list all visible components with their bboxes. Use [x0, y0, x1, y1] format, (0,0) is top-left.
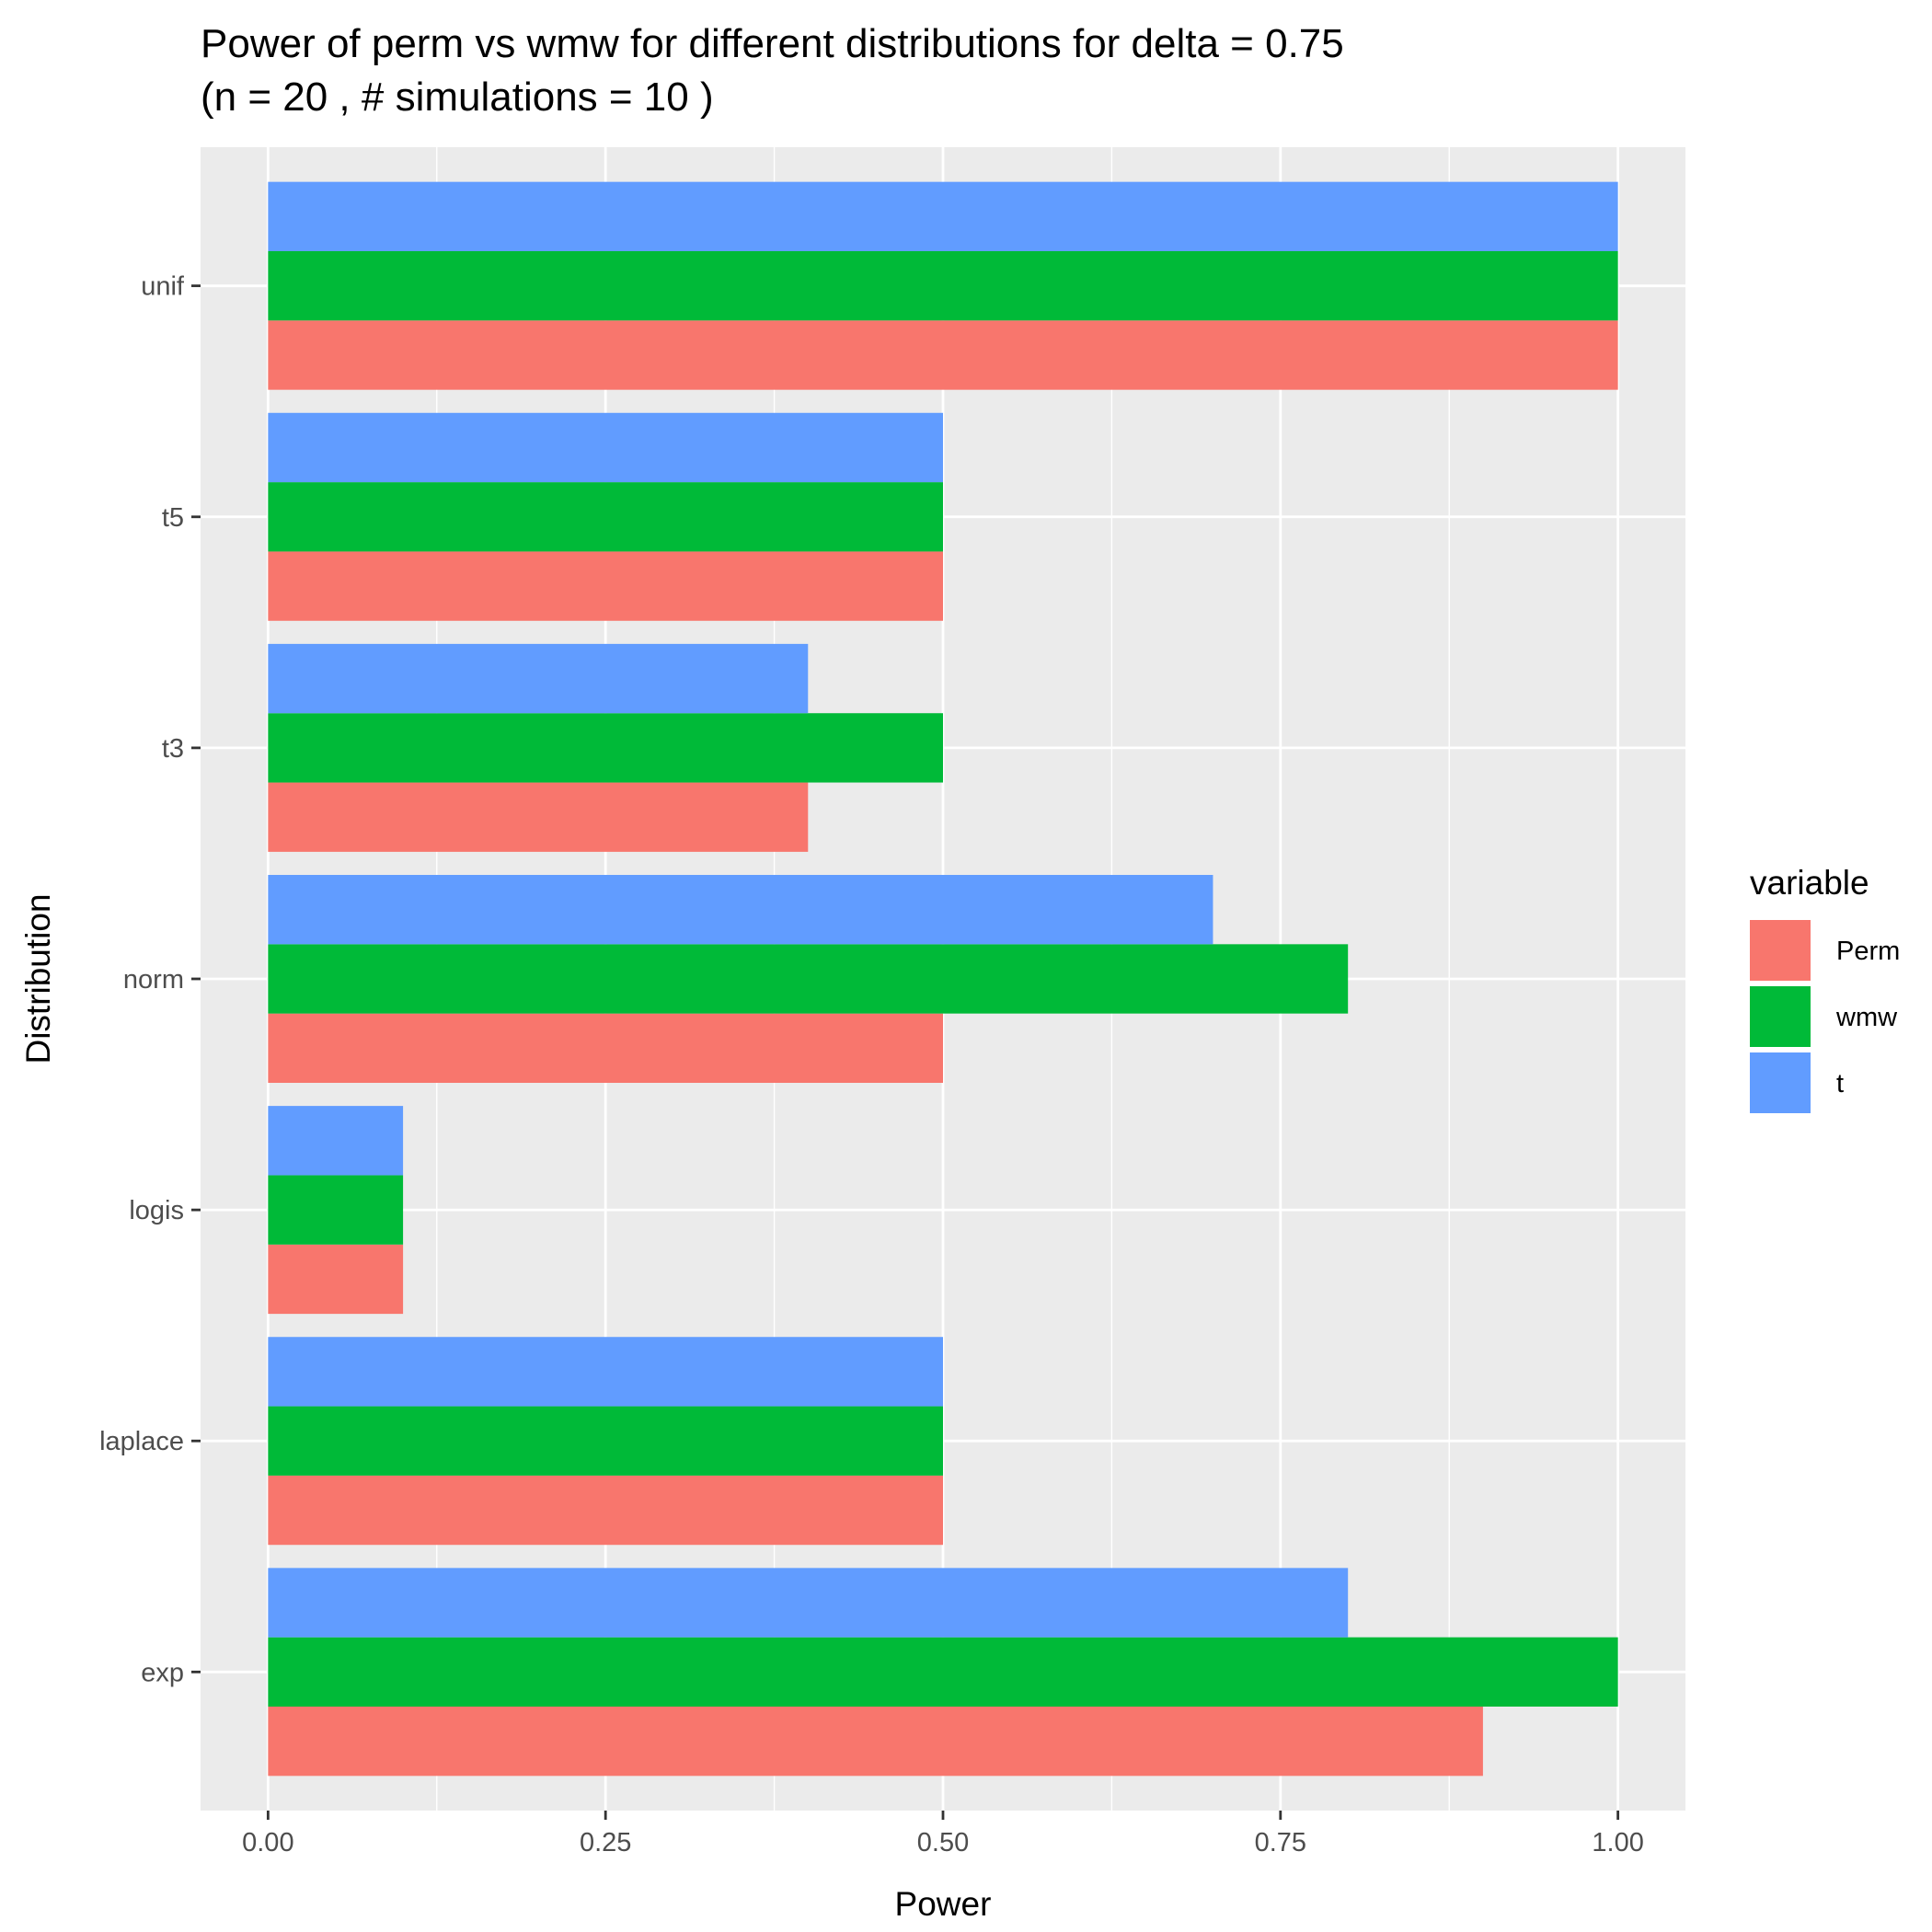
- bar-logis-t: [268, 1106, 404, 1176]
- y-tick-label: t3: [162, 734, 184, 764]
- x-axis: 0.00 0.25 0.50 0.75 1.00: [242, 1811, 1644, 1857]
- bar-logis-perm: [268, 1244, 404, 1315]
- bar-exp-perm: [268, 1707, 1483, 1777]
- y-tick-label: laplace: [99, 1427, 184, 1456]
- legend-label-wmw: wmw: [1835, 1003, 1898, 1032]
- bar-logis-wmw: [268, 1175, 404, 1245]
- bar-laplace-perm: [268, 1475, 943, 1546]
- chart-title-line-1: Power of perm vs wmw for different distr…: [201, 21, 1344, 66]
- bar-norm-wmw: [268, 944, 1349, 1014]
- bar-t3-wmw: [268, 713, 943, 783]
- x-axis-title: Power: [895, 1885, 992, 1923]
- y-axis: unif t5 t3 norm logis laplace exp: [99, 272, 201, 1687]
- legend-label-t: t: [1836, 1069, 1844, 1098]
- legend-items: Perm wmw t: [1750, 920, 1900, 1113]
- x-tick-label: 1.00: [1592, 1828, 1643, 1857]
- x-tick-label: 0.75: [1255, 1828, 1306, 1857]
- bars: [268, 181, 1618, 1777]
- y-tick-label: unif: [141, 272, 185, 302]
- bar-t5-wmw: [268, 482, 943, 552]
- legend: variable Perm wmw t: [1750, 864, 1900, 1113]
- x-tick-label: 0.25: [580, 1828, 631, 1857]
- bar-unif-wmw: [268, 251, 1618, 321]
- chart-title-line-2: (n = 20 , # simulations = 10 ): [201, 75, 714, 120]
- y-tick-label: norm: [123, 965, 184, 995]
- bar-exp-t: [268, 1568, 1349, 1638]
- bar-exp-wmw: [268, 1637, 1618, 1707]
- bar-laplace-wmw: [268, 1406, 943, 1476]
- bar-unif-t: [268, 181, 1618, 251]
- bar-norm-perm: [268, 1013, 943, 1083]
- bar-t5-perm: [268, 551, 943, 621]
- bar-t3-perm: [268, 782, 809, 852]
- legend-title: variable: [1750, 864, 1869, 902]
- bar-laplace-t: [268, 1337, 943, 1407]
- y-tick-label: exp: [141, 1658, 184, 1687]
- bar-t3-t: [268, 643, 809, 714]
- bar-t5-t: [268, 412, 943, 483]
- bar-norm-t: [268, 875, 1213, 945]
- legend-key-t: [1750, 1052, 1811, 1113]
- x-tick-label: 0.50: [917, 1828, 969, 1857]
- x-tick-label: 0.00: [242, 1828, 293, 1857]
- legend-key-perm: [1750, 920, 1811, 981]
- legend-key-wmw: [1750, 986, 1811, 1047]
- legend-label-perm: Perm: [1836, 937, 1900, 966]
- y-tick-label: logis: [129, 1196, 184, 1225]
- y-axis-title: Distribution: [19, 893, 57, 1064]
- y-tick-label: t5: [162, 503, 184, 533]
- bar-unif-perm: [268, 320, 1618, 390]
